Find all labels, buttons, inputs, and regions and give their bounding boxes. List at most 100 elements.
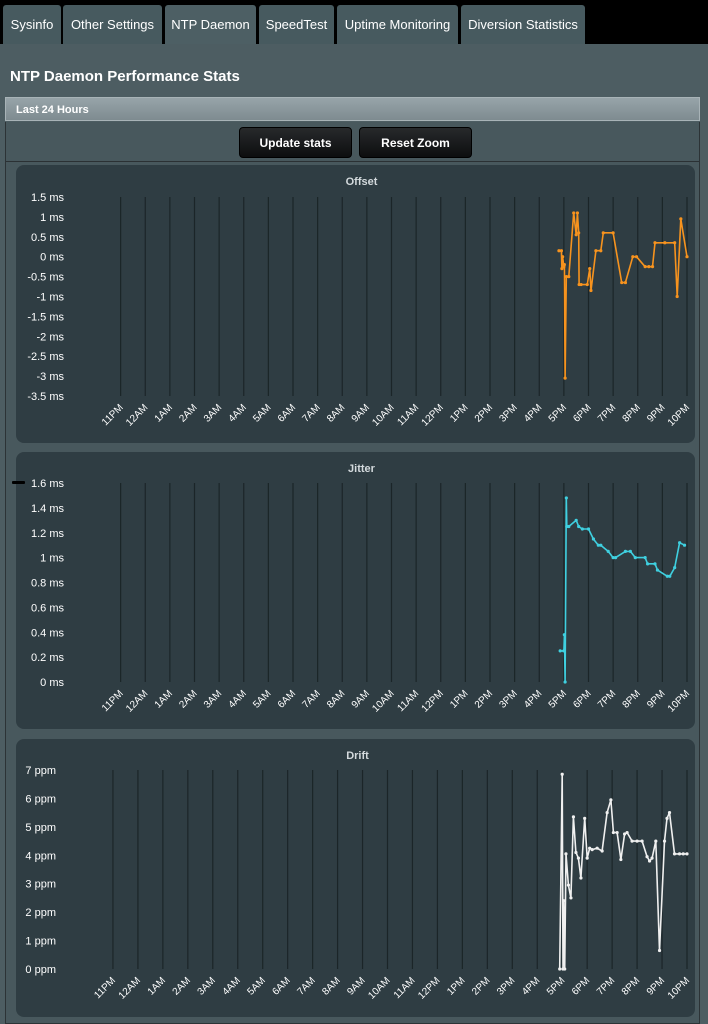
offset-data-point[interactable] <box>575 211 580 215</box>
offset-data-point[interactable] <box>673 241 677 245</box>
offset-data-point[interactable] <box>561 255 565 259</box>
drift-data-point[interactable] <box>560 772 564 776</box>
offset-data-point[interactable] <box>631 255 635 259</box>
jitter-data-point[interactable] <box>678 541 682 545</box>
drift-data-point[interactable] <box>619 857 623 862</box>
drift-data-point[interactable] <box>611 830 615 835</box>
jitter-data-point[interactable] <box>586 527 591 531</box>
offset-data-point[interactable] <box>643 265 647 269</box>
tab-diversion-statistics[interactable]: Diversion Statistics <box>461 5 585 44</box>
jitter-data-point[interactable] <box>653 562 657 566</box>
jitter-data-point[interactable] <box>577 524 581 529</box>
offset-data-point[interactable] <box>589 288 593 293</box>
offset-data-point[interactable] <box>564 275 568 279</box>
tab-other-settings[interactable]: Other Settings <box>63 5 162 44</box>
jitter-data-point[interactable] <box>580 527 584 531</box>
offset-data-point[interactable] <box>562 263 566 267</box>
jitter-data-point[interactable] <box>646 562 650 566</box>
offset-data-point[interactable] <box>557 249 561 253</box>
drift-data-point[interactable] <box>665 816 669 820</box>
drift-data-point[interactable] <box>635 839 639 843</box>
drift-data-point[interactable] <box>576 856 581 860</box>
jitter-data-point[interactable] <box>596 543 600 547</box>
offset-data-point[interactable] <box>675 294 679 299</box>
offset-data-point[interactable] <box>663 241 667 245</box>
drift-data-point[interactable] <box>564 852 568 856</box>
jitter-data-point[interactable] <box>665 574 669 578</box>
offset-data-point[interactable] <box>559 249 564 253</box>
offset-data-point[interactable] <box>601 231 605 235</box>
drift-data-point[interactable] <box>605 811 609 815</box>
offset-data-point[interactable] <box>594 249 598 253</box>
drift-data-point[interactable] <box>625 830 629 835</box>
jitter-data-point[interactable] <box>611 556 615 560</box>
offset-data-point[interactable] <box>620 280 624 285</box>
jitter-data-point[interactable] <box>574 518 578 522</box>
jitter-data-point[interactable] <box>643 556 647 560</box>
jitter-data-point[interactable] <box>606 549 610 554</box>
drift-data-point[interactable] <box>677 852 682 856</box>
tab-speedtest[interactable]: SpeedTest <box>259 5 334 44</box>
drift-data-point[interactable] <box>647 859 652 863</box>
offset-data-point[interactable] <box>563 376 567 380</box>
drift-data-point[interactable] <box>569 896 573 900</box>
jitter-data-point[interactable] <box>633 556 637 560</box>
drift-data-point[interactable] <box>609 798 613 802</box>
drift-data-point[interactable] <box>585 856 589 860</box>
drift-data-point[interactable] <box>662 839 667 843</box>
drift-data-point[interactable] <box>562 899 566 903</box>
drift-data-point[interactable] <box>657 948 662 953</box>
drift-data-point[interactable] <box>558 967 562 971</box>
jitter-data-point[interactable] <box>668 574 672 578</box>
jitter-data-point[interactable] <box>628 549 632 554</box>
jitter-data-point[interactable] <box>623 549 628 554</box>
drift-data-point[interactable] <box>590 848 594 852</box>
offset-data-point[interactable] <box>611 231 615 235</box>
drift-data-point[interactable] <box>650 856 654 860</box>
drift-data-point[interactable] <box>571 815 576 819</box>
jitter-data-point[interactable] <box>564 496 568 500</box>
drift-data-point[interactable] <box>645 855 649 859</box>
offset-data-point[interactable] <box>685 255 689 259</box>
reset-zoom-button[interactable]: Reset Zoom <box>359 127 472 158</box>
jitter-data-point[interactable] <box>682 543 687 547</box>
drift-data-point[interactable] <box>588 846 592 850</box>
jitter-data-point[interactable] <box>562 633 566 637</box>
jitter-data-point[interactable] <box>563 680 567 684</box>
tab-uptime-monitoring[interactable]: Uptime Monitoring <box>337 5 458 44</box>
drift-data-point[interactable] <box>595 846 599 850</box>
drift-data-point[interactable] <box>640 839 644 843</box>
update-stats-button[interactable]: Update stats <box>239 127 352 158</box>
drift-data-point[interactable] <box>630 839 634 843</box>
offset-data-point[interactable] <box>650 265 655 269</box>
drift-data-point[interactable] <box>583 816 587 820</box>
jitter-data-point[interactable] <box>558 649 562 653</box>
offset-data-point[interactable] <box>623 280 628 285</box>
offset-data-point[interactable] <box>574 233 578 237</box>
drift-data-point[interactable] <box>566 883 571 887</box>
offset-data-point[interactable] <box>577 231 581 235</box>
offset-data-point[interactable] <box>679 217 683 221</box>
offset-data-point[interactable] <box>572 211 576 215</box>
offset-data-point[interactable] <box>647 265 651 269</box>
drift-data-point[interactable] <box>574 850 578 855</box>
drift-data-point[interactable] <box>623 832 627 836</box>
drift-data-point[interactable] <box>667 811 672 815</box>
offset-data-point[interactable] <box>599 249 603 253</box>
tab-ntp-daemon[interactable]: NTP Daemon <box>165 5 256 44</box>
offset-data-point[interactable] <box>579 282 583 287</box>
drift-data-point[interactable] <box>579 876 583 880</box>
jitter-data-point[interactable] <box>673 565 677 570</box>
offset-data-point[interactable] <box>567 275 571 279</box>
jitter-data-point[interactable] <box>613 556 618 560</box>
jitter-data-point[interactable] <box>591 537 596 541</box>
offset-data-point[interactable] <box>588 267 592 271</box>
drift-data-point[interactable] <box>681 852 685 856</box>
offset-data-point[interactable] <box>585 282 589 287</box>
offset-data-point[interactable] <box>560 267 564 271</box>
jitter-data-point[interactable] <box>562 649 566 653</box>
jitter-data-point[interactable] <box>599 543 603 547</box>
